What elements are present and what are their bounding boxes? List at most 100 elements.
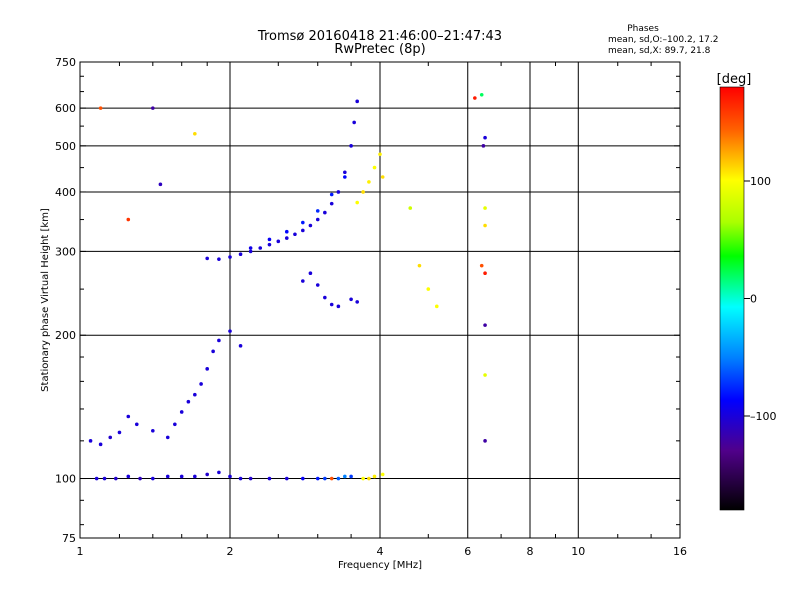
data-point	[361, 476, 365, 481]
data-point	[217, 257, 221, 261]
data-point	[483, 439, 487, 443]
data-point	[417, 263, 422, 268]
data-point	[205, 472, 209, 477]
data-point	[211, 349, 215, 354]
data-point	[199, 382, 203, 386]
data-point	[284, 236, 289, 240]
data-point	[434, 304, 439, 309]
data-point	[186, 399, 191, 404]
x-tick-label: 2	[227, 545, 234, 558]
data-point	[372, 474, 377, 479]
data-point	[165, 474, 170, 479]
x-tick-label: 1	[77, 545, 84, 558]
data-point	[308, 271, 313, 276]
data-point	[114, 476, 118, 481]
data-point	[276, 239, 281, 244]
colorbar-unit-label: [deg]	[717, 72, 752, 87]
data-point	[367, 180, 371, 184]
data-point	[329, 192, 334, 197]
chart-subtitle: RwPretec (8p)	[334, 42, 425, 57]
data-point	[179, 474, 184, 479]
data-point	[258, 246, 263, 250]
y-tick-label: 750	[55, 56, 76, 69]
colorbar-tick-label: 0	[750, 293, 757, 306]
data-point	[267, 476, 272, 481]
data-point	[352, 120, 356, 125]
data-point	[473, 96, 477, 100]
colorbar-ticks: 100 0 –100	[744, 175, 777, 423]
data-point	[102, 476, 107, 481]
data-point	[323, 210, 327, 215]
data-point	[284, 229, 289, 234]
data-point	[126, 217, 131, 222]
y-axis-label: Stationary phase Virtual Height [km]	[40, 208, 51, 392]
data-point	[117, 430, 122, 435]
data-point	[301, 279, 305, 283]
data-point	[217, 470, 221, 475]
data-point	[329, 201, 334, 206]
data-point	[483, 223, 487, 228]
data-point	[479, 92, 484, 97]
data-point	[483, 135, 487, 140]
data-point	[343, 175, 347, 179]
data-point	[238, 344, 243, 348]
y-tick-label: 400	[55, 186, 76, 199]
plot-frame	[79, 61, 681, 539]
data-point	[248, 476, 253, 481]
phases-stats-o: mean, sd,O:–100.2, 17.2	[608, 35, 719, 45]
data-point	[98, 442, 103, 447]
data-point	[284, 476, 289, 481]
data-point	[165, 435, 170, 440]
data-point	[481, 144, 486, 148]
data-point	[367, 476, 371, 481]
data-point	[301, 476, 305, 481]
colorbar-tick-label: 100	[750, 175, 771, 188]
data-point	[380, 472, 385, 477]
data-point	[248, 249, 253, 254]
x-axis-label: Frequency [MHz]	[338, 560, 422, 571]
data-point	[479, 263, 484, 268]
data-point	[248, 246, 253, 250]
data-point	[349, 144, 353, 148]
data-point	[408, 206, 413, 210]
data-point	[378, 152, 382, 157]
x-tick-label: 6	[464, 545, 471, 558]
data-point	[293, 232, 297, 237]
y-tick-label: 300	[55, 245, 76, 258]
data-point	[228, 255, 232, 259]
y-tick-label: 100	[55, 473, 76, 486]
data-point	[329, 476, 334, 481]
data-point	[301, 220, 305, 225]
data-point	[238, 252, 243, 256]
data-point	[315, 209, 320, 213]
data-point	[349, 297, 353, 302]
data-point	[179, 410, 184, 414]
data-point	[94, 476, 99, 481]
data-point	[336, 304, 341, 309]
data-point	[228, 474, 232, 479]
data-point	[108, 435, 113, 440]
colorbar-tick-label: –100	[750, 410, 777, 423]
data-point	[336, 476, 341, 481]
data-point	[329, 302, 334, 307]
phases-stats-x: mean, sd,X: 89.7, 21.8	[608, 46, 711, 56]
y-tick-label: 600	[55, 102, 76, 115]
data-point	[343, 474, 347, 479]
data-point	[323, 295, 327, 300]
data-point	[267, 237, 272, 242]
colorbar: [deg] 100 0 –100	[717, 72, 777, 511]
phases-header: Phases	[627, 24, 659, 34]
data-point	[193, 131, 197, 136]
data-point	[355, 200, 359, 205]
data-point	[126, 474, 131, 479]
grid	[80, 62, 680, 538]
data-point	[355, 99, 359, 104]
data-point	[151, 476, 155, 481]
data-point	[361, 190, 365, 194]
data-point	[372, 165, 377, 170]
data-point	[315, 217, 320, 222]
chart-title: Tromsø 20160418 21:46:00–21:47:43	[257, 29, 502, 44]
data-point	[238, 476, 243, 481]
colorbar-gradient	[720, 87, 744, 510]
